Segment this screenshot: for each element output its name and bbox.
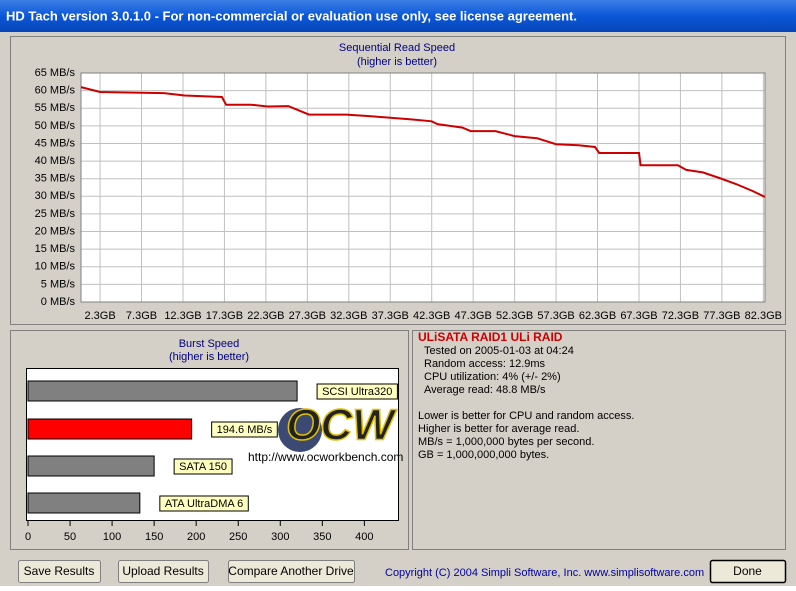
- y-tick-label: 45 MB/s: [35, 137, 76, 149]
- info-note: Higher is better for average read.: [418, 423, 579, 435]
- button-face[interactable]: [118, 560, 209, 583]
- x-tick-label: 22.3GB: [247, 310, 284, 322]
- button-label[interactable]: Upload Results: [122, 564, 203, 578]
- bar: [27, 455, 155, 477]
- bar: [27, 418, 193, 440]
- info-panel: [412, 330, 786, 550]
- bar-label: SCSI Ultra320: [322, 386, 392, 398]
- window-title: HD Tach version 3.0.1.0 - For non-commer…: [6, 8, 577, 23]
- x-tick-label: 2.3GB: [84, 310, 115, 322]
- y-tick-label: 40 MB/s: [35, 155, 76, 167]
- bar-label-box: [173, 458, 233, 475]
- y-tick-label: 35 MB/s: [35, 173, 76, 185]
- x-tick-label: 42.3GB: [413, 310, 450, 322]
- x-tick-label: 12.3GB: [164, 310, 201, 322]
- info-line: Random access: 12.9ms: [424, 358, 546, 370]
- read-plot-bg: [81, 73, 765, 302]
- info-note: Lower is better for CPU and random acces…: [418, 410, 634, 422]
- bar-label-box: [316, 383, 398, 400]
- info-line: Average read: 48.8 MB/s: [424, 384, 546, 396]
- info-note: GB = 1,000,000,000 bytes.: [418, 449, 549, 461]
- button-face[interactable]: [228, 560, 355, 583]
- bar-label-box: [159, 495, 249, 512]
- x-tick-label: 100: [103, 531, 121, 543]
- y-tick-label: 30 MB/s: [35, 190, 76, 202]
- x-tick-label: 350: [313, 531, 331, 543]
- button-face[interactable]: [709, 559, 787, 584]
- plot-frame: [80, 72, 766, 303]
- button-label[interactable]: Save Results: [24, 564, 95, 578]
- y-tick-label: 25 MB/s: [35, 208, 76, 220]
- button[interactable]: Upload Results: [118, 560, 209, 583]
- x-tick-label: 50: [64, 531, 76, 543]
- burst-subtitle: (higher is better): [169, 351, 249, 363]
- y-tick-label: 65 MB/s: [35, 67, 76, 79]
- x-tick-label: 32.3GB: [330, 310, 367, 322]
- info-heading: ULiSATA RAID1 ULi RAID: [418, 330, 563, 344]
- x-tick-label: 200: [187, 531, 205, 543]
- info-line: CPU utilization: 4% (+/- 2%): [424, 371, 561, 383]
- y-tick-label: 0 MB/s: [41, 296, 76, 308]
- bar-label: SATA 150: [179, 461, 227, 473]
- x-tick-label: 77.3GB: [703, 310, 740, 322]
- x-tick-label: 67.3GB: [620, 310, 657, 322]
- x-tick-label: 150: [145, 531, 163, 543]
- button-face[interactable]: [18, 560, 101, 583]
- button-label[interactable]: Done: [733, 564, 762, 578]
- x-tick-label: 250: [229, 531, 247, 543]
- x-tick-label: 17.3GB: [206, 310, 243, 322]
- y-tick-label: 15 MB/s: [35, 243, 76, 255]
- x-tick-label: 7.3GB: [126, 310, 157, 322]
- x-tick-label: 52.3GB: [496, 310, 533, 322]
- y-tick-label: 10 MB/s: [35, 261, 76, 273]
- button[interactable]: Done: [709, 559, 787, 584]
- x-tick-label: 300: [271, 531, 289, 543]
- x-tick-label: 47.3GB: [455, 310, 492, 322]
- read-speed-line: [80, 86, 766, 198]
- button[interactable]: Save Results: [18, 560, 101, 583]
- info-line: Tested on 2005-01-03 at 04:24: [424, 345, 574, 357]
- y-tick-label: 5 MB/s: [41, 278, 76, 290]
- y-tick-label: 60 MB/s: [35, 85, 76, 97]
- bar: [27, 492, 141, 514]
- watermark-logo-globe: [278, 408, 322, 452]
- bar: [27, 380, 298, 402]
- x-tick-label: 72.3GB: [662, 310, 699, 322]
- title-bar: [0, 0, 796, 32]
- copyright: Copyright (C) 2004 Simpli Software, Inc.…: [385, 567, 704, 579]
- x-tick-label: 27.3GB: [289, 310, 326, 322]
- bar-label: 194.6 MB/s: [217, 424, 273, 436]
- y-tick-label: 50 MB/s: [35, 120, 76, 132]
- read-title: Sequential Read Speed: [339, 42, 455, 54]
- bar-label: ATA UltraDMA 6: [165, 498, 243, 510]
- x-tick-label: 82.3GB: [745, 310, 782, 322]
- y-tick-label: 20 MB/s: [35, 225, 76, 237]
- watermark-url: http://www.ocworkbench.com: [248, 450, 403, 464]
- button[interactable]: Compare Another Drive: [228, 560, 355, 583]
- info-note: MB/s = 1,000,000 bytes per second.: [418, 436, 594, 448]
- x-tick-label: 0: [25, 531, 31, 543]
- x-tick-label: 57.3GB: [537, 310, 574, 322]
- read-subtitle: (higher is better): [357, 56, 437, 68]
- y-tick-label: 55 MB/s: [35, 102, 76, 114]
- x-tick-label: 37.3GB: [372, 310, 409, 322]
- button-label[interactable]: Compare Another Drive: [228, 564, 354, 578]
- watermark-logo: OCW: [286, 401, 397, 450]
- x-tick-label: 62.3GB: [579, 310, 616, 322]
- burst-title: Burst Speed: [179, 338, 240, 350]
- bar-label-box: [211, 421, 278, 438]
- x-tick-label: 400: [355, 531, 373, 543]
